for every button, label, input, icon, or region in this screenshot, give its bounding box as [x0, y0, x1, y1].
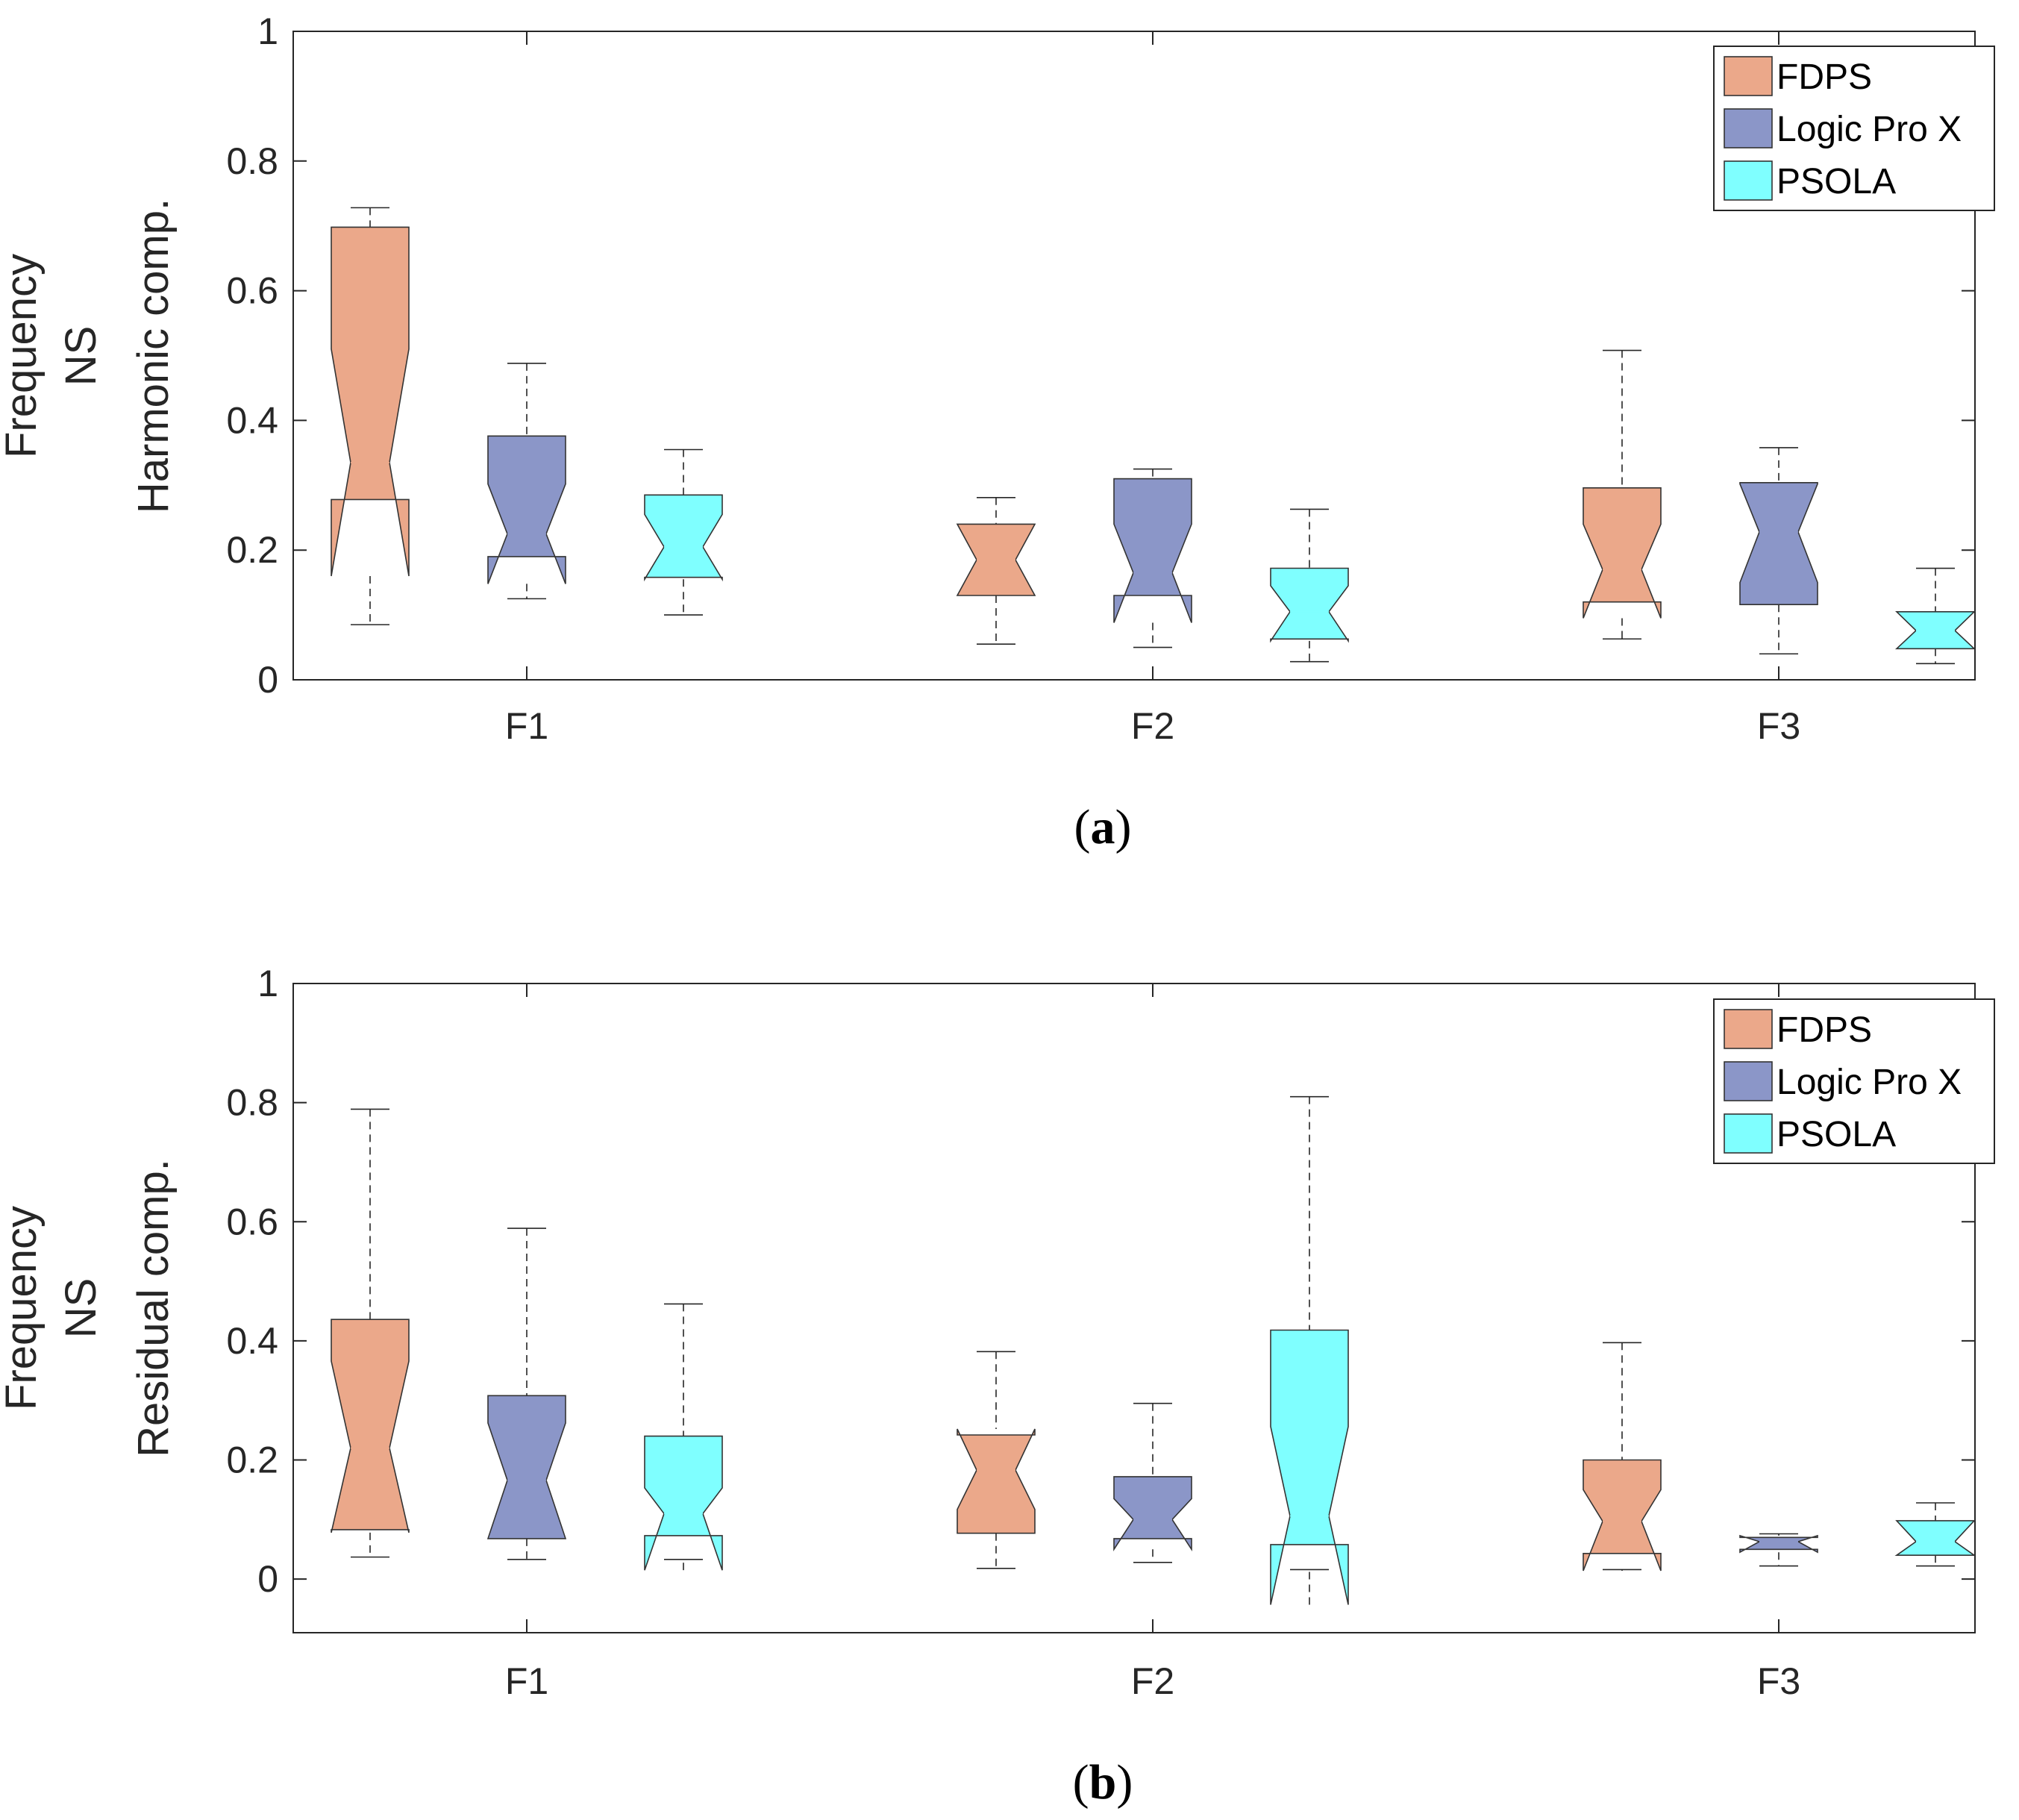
y-tick-label: 0.4 — [226, 399, 278, 441]
y-axis-label-line: NS — [57, 1278, 105, 1339]
box-body — [957, 1428, 1036, 1534]
box-body — [1113, 1476, 1192, 1551]
y-axis-label-line: Residual comp. — [129, 1159, 178, 1457]
y-tick-label: 0.6 — [226, 270, 278, 312]
chart-panel-b: 0 0.2 0.4 0.6 0.8 1 F1 F2 F3 Frequency NS Residual … — [0, 963, 1995, 1810]
box-body — [1270, 1329, 1349, 1605]
y-tick-label: 1 — [257, 963, 278, 1004]
legend-label: FDPS — [1777, 57, 1872, 97]
box-psola-f3 — [1894, 1502, 1976, 1567]
box-logic-pro-x-f2 — [1113, 1402, 1192, 1563]
caption-paren: ) — [1115, 800, 1132, 854]
box-body — [1113, 478, 1192, 623]
legend-swatch — [1724, 160, 1773, 201]
legend-swatch — [1724, 108, 1773, 148]
panel-caption: (b) — [1073, 1755, 1133, 1810]
y-tick-label: 0.6 — [226, 1201, 278, 1242]
y-axis-label-line: NS — [57, 326, 105, 387]
box-body — [1739, 481, 1818, 606]
x-tick-label-f2: F2 — [1131, 705, 1174, 747]
y-tick-label: 0.2 — [226, 1439, 278, 1481]
x-tick-label-f3: F3 — [1757, 1660, 1800, 1702]
y-tick-label: 0 — [257, 1558, 278, 1600]
box-psola-f2 — [1270, 508, 1349, 663]
box-body — [1583, 487, 1662, 619]
y-axis-label-line: Frequency — [0, 254, 46, 458]
box-fdps-f1 — [331, 1108, 410, 1558]
y-tick-label: 0.4 — [226, 1320, 278, 1362]
box-body — [331, 226, 410, 577]
caption-letter: a — [1091, 800, 1115, 854]
caption-paren: ) — [1116, 1755, 1133, 1810]
legend-swatch — [1724, 1113, 1773, 1154]
box-logic-pro-x-f2 — [1113, 468, 1192, 648]
box-fdps-f3 — [1583, 1342, 1662, 1572]
box-logic-pro-x-f3 — [1739, 1533, 1818, 1567]
caption-letter: b — [1089, 1755, 1117, 1810]
x-tick-label-f3: F3 — [1757, 705, 1800, 747]
legend-label: PSOLA — [1777, 1115, 1896, 1154]
box-fdps-f2 — [957, 1351, 1036, 1569]
box-body — [644, 494, 723, 582]
caption-paren: ( — [1074, 800, 1091, 854]
box-psola-f2 — [1270, 1095, 1349, 1605]
box-body — [1583, 1459, 1662, 1572]
legend-label: Logic Pro X — [1777, 1063, 1962, 1102]
box-psola-f1 — [644, 1303, 723, 1571]
panel-caption: (a) — [1074, 800, 1132, 854]
legend-swatch — [1724, 56, 1773, 96]
box-psola-f1 — [644, 448, 723, 616]
box-logic-pro-x-f1 — [486, 1228, 567, 1560]
box-body — [644, 1435, 723, 1571]
legend-label: Logic Pro X — [1777, 110, 1962, 149]
y-tick-label: 0 — [257, 659, 278, 701]
caption-paren: ( — [1073, 1755, 1089, 1810]
y-tick-label: 0.2 — [226, 529, 278, 571]
box-body — [331, 1319, 410, 1533]
y-tick-label: 0.8 — [226, 140, 278, 182]
y-tick-label: 0.8 — [226, 1082, 278, 1124]
box-body — [486, 1395, 567, 1539]
legend: FDPS Logic Pro X PSOLA — [1713, 998, 1995, 1164]
legend: FDPS Logic Pro X PSOLA — [1713, 46, 1995, 211]
box-body — [1270, 567, 1349, 643]
legend-label: PSOLA — [1777, 162, 1896, 201]
box-fdps-f3 — [1583, 349, 1662, 640]
x-tick-label-f1: F1 — [505, 1660, 548, 1702]
y-tick-label: 1 — [257, 10, 278, 52]
legend-swatch — [1724, 1061, 1773, 1101]
box-body — [1739, 1534, 1818, 1554]
box-logic-pro-x-f1 — [487, 363, 566, 600]
box-fdps-f1 — [331, 207, 410, 625]
y-axis-label-line: Harmonic comp. — [129, 198, 178, 513]
box-fdps-f2 — [956, 497, 1036, 645]
box-body — [487, 435, 566, 584]
x-tick-label-f1: F1 — [505, 705, 548, 747]
box-logic-pro-x-f3 — [1739, 447, 1818, 655]
legend-label: FDPS — [1777, 1010, 1872, 1050]
x-tick-label-f2: F2 — [1131, 1660, 1174, 1702]
legend-swatch — [1724, 1009, 1773, 1049]
chart-panel-a: 0 0.2 0.4 0.6 0.8 1 F1 F2 F3 Frequency NS Harmonic … — [0, 10, 1995, 854]
box-psola-f3 — [1894, 567, 1976, 665]
y-axis-label-line: Frequency — [0, 1206, 46, 1410]
